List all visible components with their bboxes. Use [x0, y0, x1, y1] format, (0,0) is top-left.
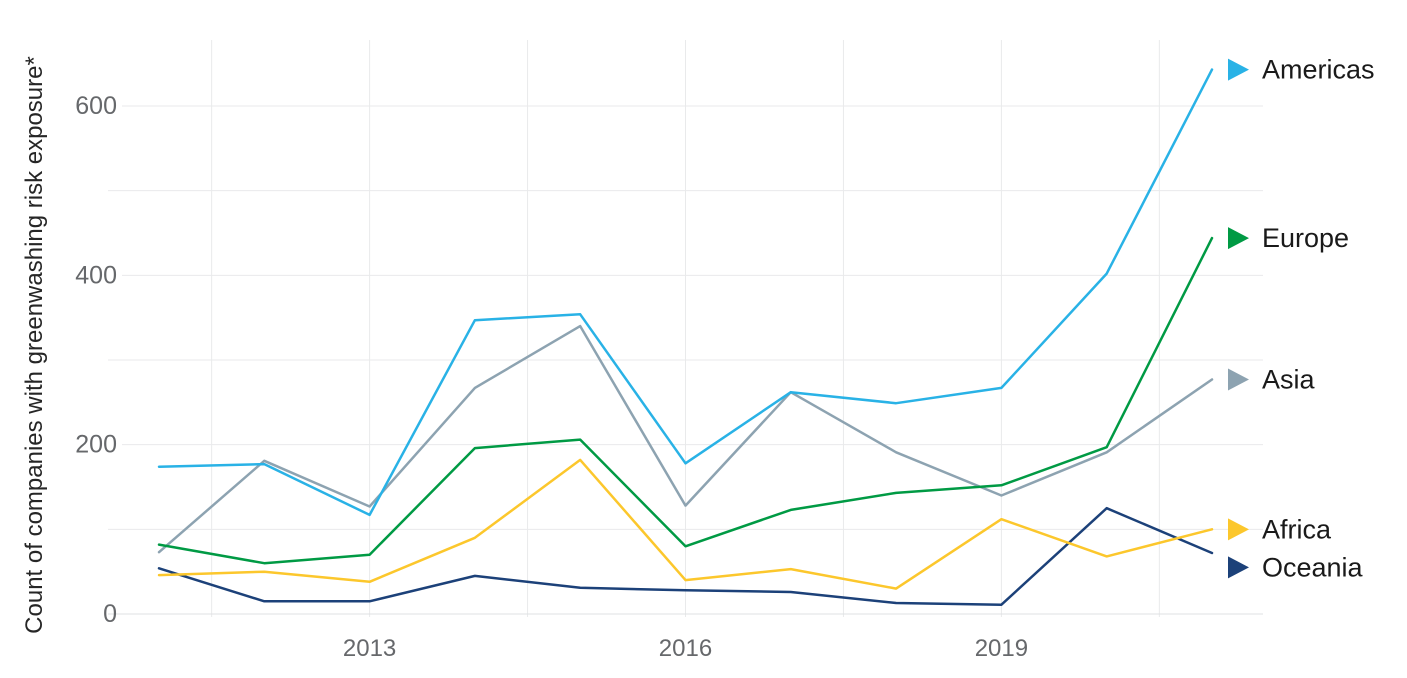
legend-marker-asia: [1228, 368, 1249, 391]
legend-marker-europe: [1228, 227, 1249, 250]
axis-ticks: 0 200 400 600 2013 2016 2019: [75, 92, 1028, 662]
x-tick-label: 2019: [975, 635, 1028, 662]
y-axis-title: Count of companies with greenwashing ris…: [21, 56, 48, 634]
legend-marker-oceania: [1228, 556, 1249, 579]
y-tick-label: 0: [103, 600, 117, 628]
legend-marker-americas: [1228, 58, 1249, 81]
y-tick-label: 200: [75, 431, 117, 459]
line-africa: [157, 458, 1214, 590]
legend-label-asia: Asia: [1262, 364, 1316, 394]
x-tick-label: 2013: [343, 635, 396, 662]
gridlines: [108, 40, 1263, 617]
legend-label-africa: Africa: [1262, 514, 1332, 544]
line-asia: [157, 324, 1214, 554]
legend-label-americas: Americas: [1262, 55, 1375, 85]
line-americas: [157, 68, 1214, 517]
line-oceania: [157, 506, 1214, 606]
y-tick-label: 400: [75, 261, 117, 289]
x-tick-label: 2016: [659, 635, 712, 662]
legend-marker-africa: [1228, 518, 1249, 541]
y-tick-label: 600: [75, 92, 117, 120]
legend-label-europe: Europe: [1262, 223, 1349, 253]
line-europe: [157, 236, 1214, 565]
legend: Americas Europe Asia Africa Oceania: [1228, 55, 1375, 582]
series-lines: [157, 68, 1214, 606]
legend-label-oceania: Oceania: [1262, 552, 1364, 582]
